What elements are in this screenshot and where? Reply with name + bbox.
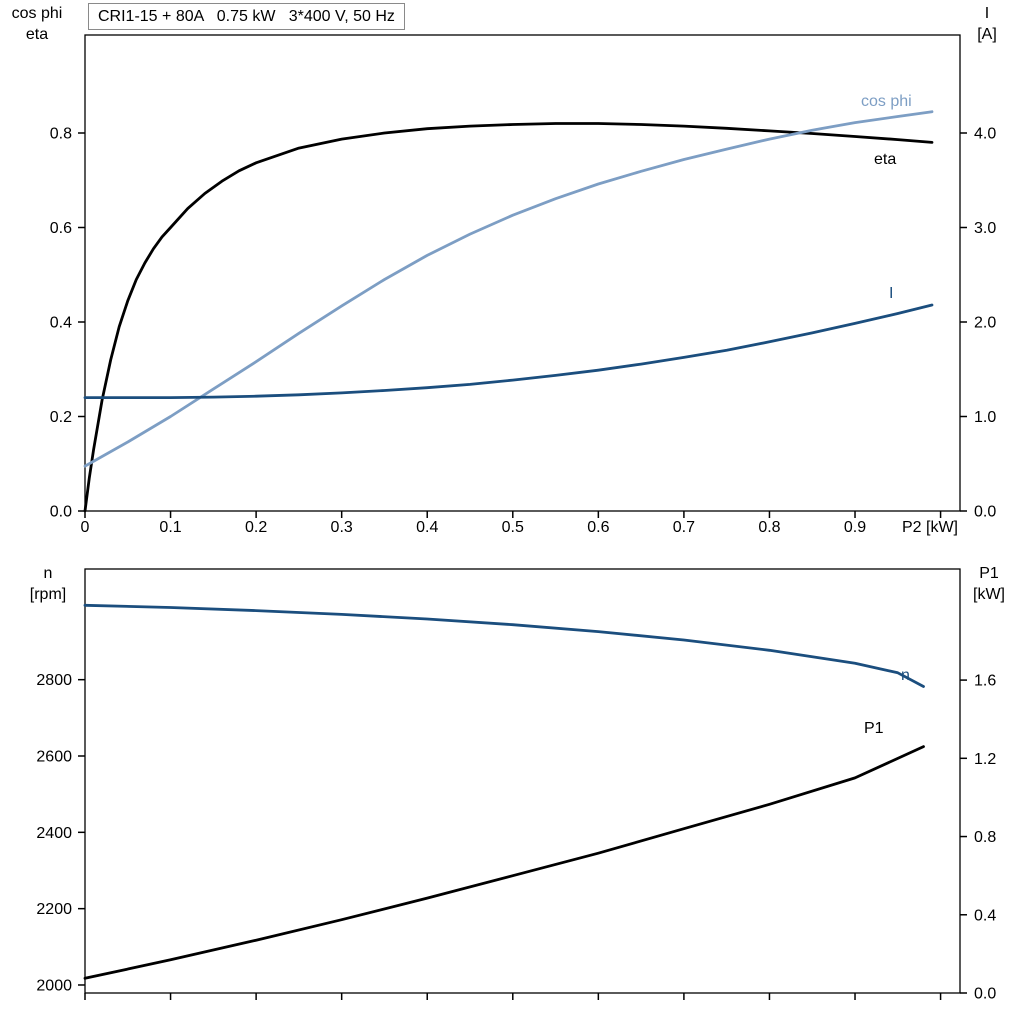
x-tick-label: 0.3 bbox=[331, 519, 353, 536]
x-tick-label: 0.6 bbox=[587, 519, 609, 536]
y-left-tick-label: 2600 bbox=[36, 749, 72, 766]
y-right-tick-label: 0.0 bbox=[974, 504, 996, 521]
axis-title-current: I bbox=[984, 5, 990, 22]
y-right-tick-label: 0.4 bbox=[974, 907, 996, 924]
x-tick-label: 0.9 bbox=[844, 519, 866, 536]
y-left-tick-label: 2400 bbox=[36, 825, 72, 842]
x-tick-label: 0 bbox=[81, 519, 90, 536]
curve-n bbox=[83, 603, 925, 688]
y-left-tick-label: 2000 bbox=[36, 977, 72, 994]
y-right-tick-label: 0.0 bbox=[974, 986, 996, 1003]
x-tick-label: 0.1 bbox=[159, 519, 181, 536]
axis-title-speed-unit: [rpm] bbox=[29, 586, 67, 603]
chart-title: CRI1-15 + 80A 0.75 kW 3*400 V, 50 Hz bbox=[88, 3, 405, 30]
x-tick-label: 0.4 bbox=[416, 519, 438, 536]
curve-P1 bbox=[83, 745, 925, 980]
curve-label-speed: n bbox=[901, 667, 910, 684]
curve-cos-phi bbox=[83, 110, 934, 468]
curve-eta bbox=[83, 122, 934, 513]
x-tick-label: 0.7 bbox=[673, 519, 695, 536]
plot-frame bbox=[84, 34, 961, 512]
x-tick-label: 0.8 bbox=[758, 519, 780, 536]
x-axis-unit-label: P2 [kW] bbox=[902, 519, 958, 536]
y-left-tick-label: 0.0 bbox=[50, 504, 72, 521]
axis-title-bottom-left: n [rpm] bbox=[12, 563, 84, 605]
y-left-tick-label: 2200 bbox=[36, 901, 72, 918]
y-right-tick-label: 0.8 bbox=[974, 829, 996, 846]
curve-label-eta: eta bbox=[874, 151, 897, 168]
axis-title-top-right: I [A] bbox=[965, 3, 1009, 45]
axis-title-bottom-right: P1 [kW] bbox=[961, 563, 1017, 605]
y-right-tick-label: 1.2 bbox=[974, 751, 996, 768]
curve-I bbox=[83, 303, 934, 400]
y-right-tick-label: 2.0 bbox=[974, 314, 996, 331]
curve-label-p1: P1 bbox=[864, 720, 884, 737]
y-right-tick-label: 3.0 bbox=[974, 220, 996, 237]
chart-upper-motor-curves: 0 0.1 0.2 0.3 0.4 0.5 0.6 0.7 0.8 0.9 P2 [kW] 0.0 0.… bbox=[50, 34, 996, 536]
y-right-tick-label: 1.0 bbox=[974, 409, 996, 426]
axis-title-current-unit: [A] bbox=[977, 26, 997, 43]
axis-title-p1: P1 bbox=[979, 565, 999, 582]
axis-title-p1-unit: [kW] bbox=[973, 586, 1005, 603]
y-left-tick-label: 0.6 bbox=[50, 220, 72, 237]
curve-label-cos-phi: cos phi bbox=[861, 93, 912, 110]
axis-title-cos-phi: cos phi bbox=[11, 5, 63, 22]
y-left-tick-label: 0.8 bbox=[50, 125, 72, 142]
x-tick-label: 0.2 bbox=[245, 519, 267, 536]
plot-frame bbox=[84, 568, 961, 994]
axis-title-speed: n bbox=[43, 565, 53, 582]
y-left-tick-label: 2800 bbox=[36, 672, 72, 689]
y-left-tick-label: 0.2 bbox=[50, 409, 72, 426]
y-right-tick-label: 4.0 bbox=[974, 125, 996, 142]
x-tick-label: 0.5 bbox=[502, 519, 524, 536]
y-right-tick-label: 1.6 bbox=[974, 673, 996, 690]
curve-label-current: I bbox=[889, 285, 894, 302]
axis-title-eta: eta bbox=[25, 26, 49, 43]
y-left-tick-label: 0.4 bbox=[50, 314, 72, 331]
chart-lower-speed-power: 2000 2200 2400 2600 2800 0.0 0.4 0.8 1.2 1.6 bbox=[36, 568, 996, 1003]
axis-title-top-left: cos phi eta bbox=[1, 3, 73, 45]
